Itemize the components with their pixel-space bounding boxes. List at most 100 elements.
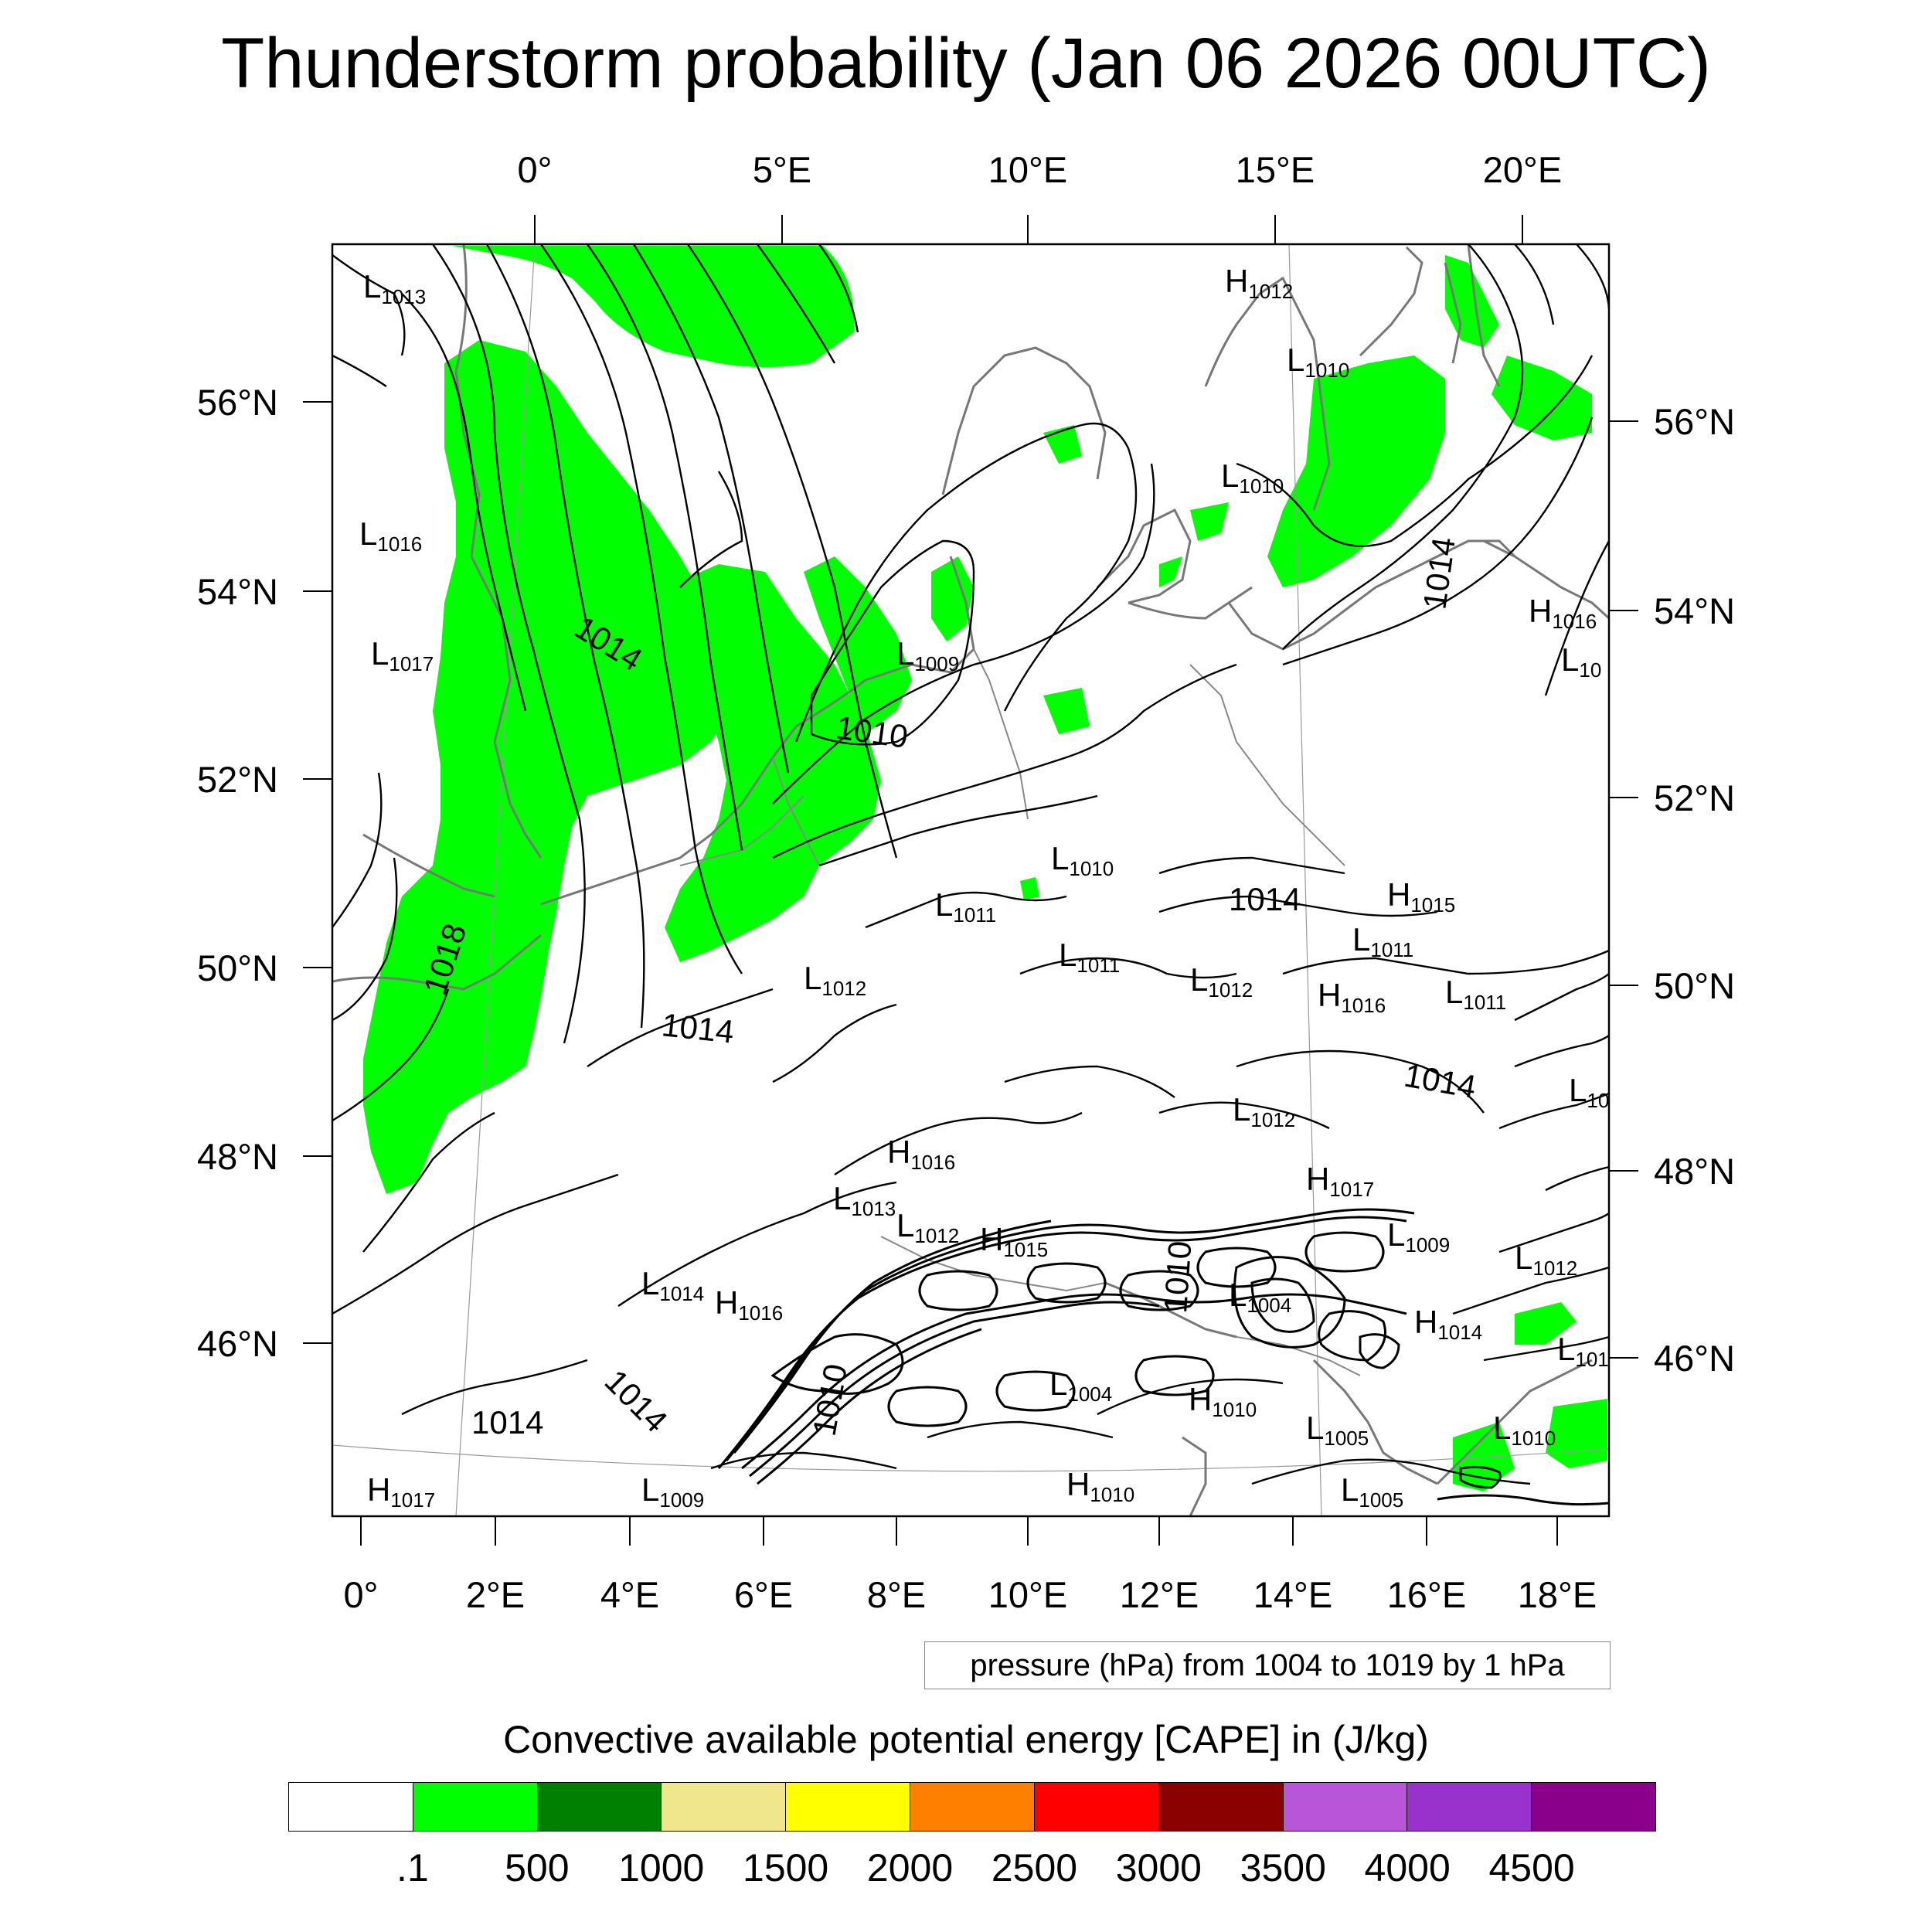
top-lon-label-1: 5°E bbox=[753, 149, 811, 190]
cape-area-germany-north bbox=[931, 556, 974, 641]
colorbar-label-4: 2000 bbox=[866, 1846, 954, 1889]
pressure-center: L1005 bbox=[1341, 1471, 1403, 1512]
isobar-label: 1014 bbox=[660, 1006, 736, 1050]
colorbar-label-5: 2500 bbox=[991, 1846, 1078, 1889]
left-lat-label-4: 48°N bbox=[197, 1136, 278, 1177]
pressure-center: H1010 bbox=[1189, 1381, 1257, 1421]
colorbar-swatch-6 bbox=[1034, 1783, 1159, 1831]
pressure-center: L1013 bbox=[363, 268, 426, 308]
left-lat-label-3: 50°N bbox=[197, 947, 278, 988]
coastlines bbox=[332, 244, 1609, 1516]
pressure-center: L1004 bbox=[1229, 1277, 1291, 1317]
isobar-label: 1014 bbox=[1416, 535, 1462, 611]
cape-area-baltic-ne bbox=[1492, 355, 1592, 440]
bottom-lon-label-9: 18°E bbox=[1518, 1574, 1597, 1615]
pressure-center: L1014 bbox=[641, 1265, 704, 1305]
cape-area-uk-east bbox=[363, 340, 734, 1194]
isobar-label: 1014 bbox=[598, 1362, 675, 1439]
pressure-center: L1016 bbox=[359, 515, 422, 556]
pressure-center: L1004 bbox=[1049, 1366, 1112, 1406]
left-lat-label-2: 52°N bbox=[197, 759, 278, 800]
colorbar-swatch-2 bbox=[537, 1783, 662, 1831]
pressure-center: L1010 bbox=[1493, 1410, 1556, 1450]
colorbar-swatch-0 bbox=[289, 1783, 413, 1831]
cape-area-netherlands-coast bbox=[804, 556, 912, 734]
cape-area-north-sea bbox=[452, 246, 855, 367]
map-border bbox=[331, 243, 1611, 1518]
cape-area-benelux bbox=[665, 564, 881, 962]
pressure-center: H1010 bbox=[1066, 1466, 1134, 1506]
alpine-isobars bbox=[717, 1208, 1609, 1506]
colorbar-title: Convective available potential energy [C… bbox=[503, 1718, 1429, 1761]
pressure-centers: L1013 L1016 L1017 H1012 L1010 L1010 H101… bbox=[359, 263, 1609, 1512]
cape-areas bbox=[363, 246, 1607, 1492]
left-lat-labels: 56°N 54°N 52°N 50°N 48°N 46°N bbox=[197, 382, 278, 1364]
colorbar-label-2: 1000 bbox=[618, 1846, 705, 1889]
cape-area-small-6 bbox=[1190, 502, 1229, 541]
colorbar-label-0: .1 bbox=[396, 1846, 429, 1889]
colorbar-swatch-9 bbox=[1407, 1783, 1532, 1831]
top-lon-label-2: 10°E bbox=[988, 149, 1067, 190]
pressure-center: H1016 bbox=[1318, 977, 1386, 1017]
colorbar bbox=[288, 1782, 1656, 1832]
left-lat-label-1: 54°N bbox=[197, 571, 278, 612]
pressure-center: L1011 bbox=[935, 886, 996, 927]
bottom-lon-label-7: 14°E bbox=[1253, 1574, 1332, 1615]
colorbar-label-6: 3000 bbox=[1115, 1846, 1202, 1889]
top-lon-label-0: 0° bbox=[518, 149, 553, 190]
isobar-label: 1014 bbox=[471, 1404, 543, 1440]
cape-area-small-5 bbox=[464, 985, 495, 1005]
pressure-center: L1010 bbox=[1051, 840, 1114, 880]
pressure-center: L1012 bbox=[1515, 1240, 1577, 1280]
cape-area-baltic bbox=[1267, 355, 1445, 587]
pressure-center: L1009 bbox=[896, 635, 959, 675]
tick-marks bbox=[303, 215, 1638, 1546]
left-lat-label-5: 46°N bbox=[197, 1323, 278, 1364]
graticule bbox=[332, 244, 1609, 1516]
colorbar-swatch-8 bbox=[1283, 1783, 1408, 1831]
colorbar-swatch-1 bbox=[413, 1783, 538, 1831]
colorbar-label-9: 4500 bbox=[1488, 1846, 1575, 1889]
pressure-center: H1017 bbox=[367, 1471, 435, 1512]
right-lat-label-4: 48°N bbox=[1654, 1151, 1735, 1192]
pressure-center: L1009 bbox=[641, 1471, 704, 1512]
isobar-label: 1014 bbox=[1229, 881, 1301, 917]
top-lon-labels: 0° 5°E 10°E 15°E 20°E bbox=[518, 149, 1563, 190]
right-lat-label-1: 54°N bbox=[1654, 590, 1735, 631]
pressure-center: L10 bbox=[1561, 641, 1601, 682]
pressure-center: H1015 bbox=[980, 1221, 1048, 1261]
cape-area-baltic-east bbox=[1445, 255, 1499, 348]
pressure-center: L1011 bbox=[1059, 937, 1120, 977]
colorbar-swatch-10 bbox=[1532, 1783, 1655, 1831]
bottom-lon-label-2: 4°E bbox=[600, 1574, 659, 1615]
top-lon-label-4: 20°E bbox=[1483, 149, 1562, 190]
pressure-center: H1016 bbox=[887, 1134, 955, 1174]
right-lat-label-2: 52°N bbox=[1654, 777, 1735, 818]
cape-area-small-3 bbox=[1020, 877, 1039, 900]
pressure-center: L1012 bbox=[804, 960, 866, 1000]
pressure-center: L1011 bbox=[1352, 921, 1413, 961]
bottom-lon-label-3: 6°E bbox=[734, 1574, 793, 1615]
cape-area-small-2 bbox=[1043, 688, 1090, 734]
bottom-lon-label-1: 2°E bbox=[466, 1574, 525, 1615]
chart-title: Thunderstorm probability (Jan 06 2026 00… bbox=[221, 24, 1711, 103]
colorbar-label-1: 500 bbox=[505, 1846, 570, 1889]
cape-area-adriatic-1 bbox=[1515, 1302, 1577, 1345]
pressure-center: L1012 bbox=[1190, 961, 1253, 1002]
bottom-lon-label-4: 8°E bbox=[867, 1574, 926, 1615]
pressure-center: L10 bbox=[1569, 1072, 1609, 1112]
cape-area-adriatic-2 bbox=[1546, 1399, 1607, 1468]
bottom-lon-label-0: 0° bbox=[344, 1574, 379, 1615]
pressure-center: L1012 bbox=[896, 1207, 959, 1247]
colorbar-label-7: 3500 bbox=[1240, 1846, 1326, 1889]
left-lat-label-0: 56°N bbox=[197, 382, 278, 423]
pressure-center: L101 bbox=[1557, 1331, 1609, 1371]
colorbar-labels: .1 500 1000 1500 2000 2500 3000 3500 4000 4500 bbox=[0, 1845, 1932, 1892]
pressure-center: H1012 bbox=[1225, 263, 1293, 303]
bottom-lon-label-5: 10°E bbox=[988, 1574, 1067, 1615]
right-lat-label-3: 50°N bbox=[1654, 965, 1735, 1006]
pressure-center: H1017 bbox=[1306, 1161, 1374, 1201]
isobar-label: 1014 bbox=[1401, 1057, 1478, 1106]
colorbar-swatch-4 bbox=[786, 1783, 911, 1831]
